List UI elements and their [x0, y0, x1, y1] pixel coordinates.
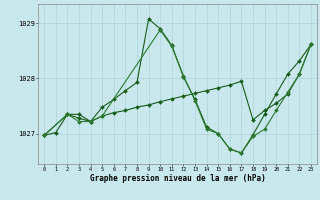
X-axis label: Graphe pression niveau de la mer (hPa): Graphe pression niveau de la mer (hPa): [90, 174, 266, 183]
